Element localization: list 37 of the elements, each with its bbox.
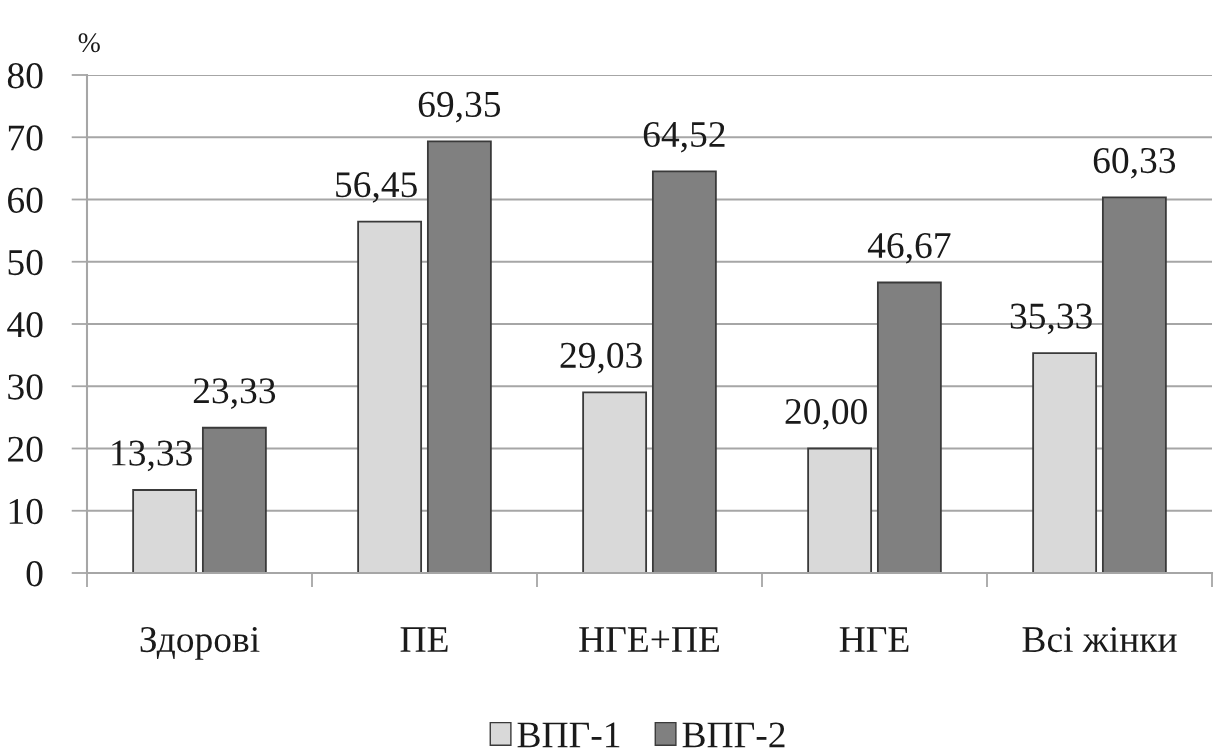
y-tick-label: 80 xyxy=(7,63,43,89)
data-label: 46,67 xyxy=(867,232,951,264)
data-label: 20,00 xyxy=(785,398,867,430)
x-tick-label: ПЕ xyxy=(400,627,448,652)
x-tick-label: НГЕ+ПЕ xyxy=(579,627,720,652)
y-tick-label: 70 xyxy=(8,125,43,151)
bar xyxy=(201,426,267,573)
legend-label: ВПГ-2 xyxy=(682,722,785,748)
bar xyxy=(357,220,423,573)
data-label: 35,33 xyxy=(1010,303,1092,335)
x-tick-label: Здорові xyxy=(140,626,260,660)
y-tick-label: 50 xyxy=(8,249,43,276)
data-label: 64,52 xyxy=(643,121,725,153)
legend-label: ВПГ-1 xyxy=(517,722,620,748)
y-tick-label: 60 xyxy=(8,187,43,213)
bar xyxy=(426,140,492,573)
data-label: 29,03 xyxy=(560,342,642,374)
data-label: 56,45 xyxy=(336,172,417,203)
x-tick-label: НГЕ xyxy=(839,627,909,652)
bar xyxy=(132,489,198,573)
y-tick-label: 30 xyxy=(8,374,43,400)
data-label: 13,33 xyxy=(112,440,192,472)
y-tick-label: 10 xyxy=(9,498,43,525)
x-tick-label: Всі жінки xyxy=(1022,626,1177,653)
bar xyxy=(807,447,873,573)
bar xyxy=(651,170,717,573)
data-label: 60,33 xyxy=(1093,147,1176,179)
bar xyxy=(1032,352,1098,573)
y-tick-label: 40 xyxy=(7,312,43,338)
bar xyxy=(1101,196,1167,573)
y-tick-label: 20 xyxy=(8,436,43,462)
data-label: 23,33 xyxy=(193,378,276,409)
data-label: 69,35 xyxy=(418,91,501,123)
bar xyxy=(876,281,942,573)
bar xyxy=(582,391,648,573)
y-tick-label: 0 xyxy=(26,561,43,587)
y-axis-title: % xyxy=(78,33,100,53)
